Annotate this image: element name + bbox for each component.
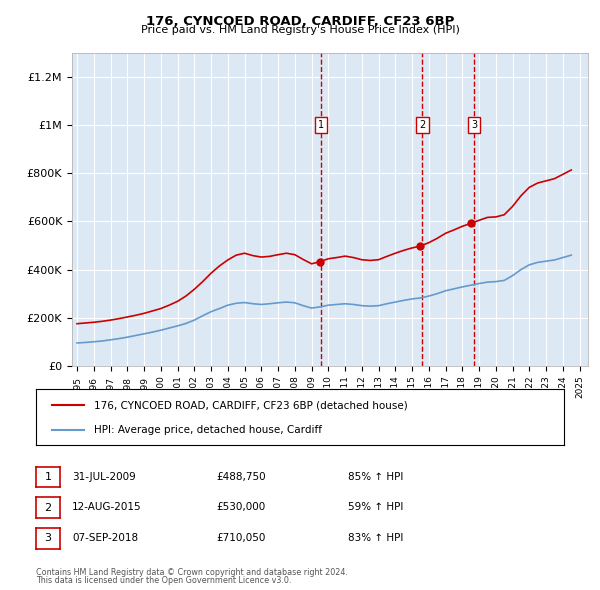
- Text: 2: 2: [44, 503, 52, 513]
- Text: 3: 3: [471, 120, 477, 130]
- Text: 85% ↑ HPI: 85% ↑ HPI: [348, 472, 403, 481]
- Text: This data is licensed under the Open Government Licence v3.0.: This data is licensed under the Open Gov…: [36, 576, 292, 585]
- Text: Contains HM Land Registry data © Crown copyright and database right 2024.: Contains HM Land Registry data © Crown c…: [36, 568, 348, 577]
- Text: Price paid vs. HM Land Registry's House Price Index (HPI): Price paid vs. HM Land Registry's House …: [140, 25, 460, 35]
- Text: 83% ↑ HPI: 83% ↑ HPI: [348, 533, 403, 543]
- Text: 176, CYNCOED ROAD, CARDIFF, CF23 6BP: 176, CYNCOED ROAD, CARDIFF, CF23 6BP: [146, 15, 454, 28]
- Text: 12-AUG-2015: 12-AUG-2015: [72, 503, 142, 512]
- Text: 1: 1: [44, 472, 52, 482]
- Text: 176, CYNCOED ROAD, CARDIFF, CF23 6BP (detached house): 176, CYNCOED ROAD, CARDIFF, CF23 6BP (de…: [94, 400, 408, 410]
- Text: 59% ↑ HPI: 59% ↑ HPI: [348, 503, 403, 512]
- Text: 3: 3: [44, 533, 52, 543]
- Text: £530,000: £530,000: [216, 503, 265, 512]
- Text: £488,750: £488,750: [216, 472, 266, 481]
- Text: 07-SEP-2018: 07-SEP-2018: [72, 533, 138, 543]
- Text: £710,050: £710,050: [216, 533, 265, 543]
- Text: 1: 1: [318, 120, 325, 130]
- Text: 2: 2: [419, 120, 425, 130]
- Text: 31-JUL-2009: 31-JUL-2009: [72, 472, 136, 481]
- Text: HPI: Average price, detached house, Cardiff: HPI: Average price, detached house, Card…: [94, 425, 322, 435]
